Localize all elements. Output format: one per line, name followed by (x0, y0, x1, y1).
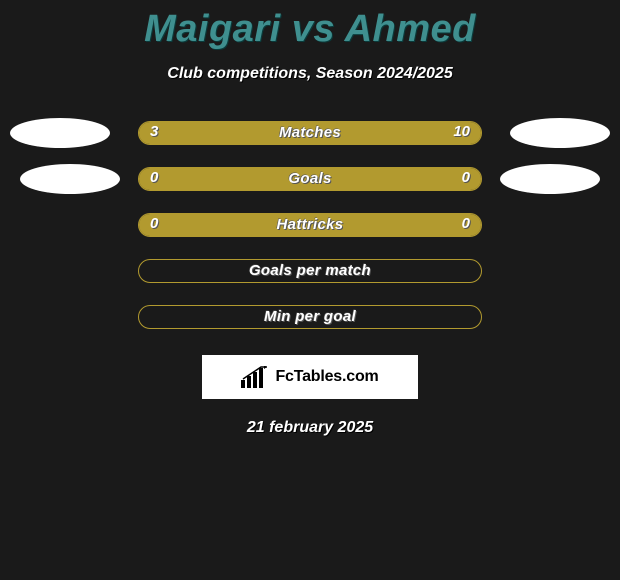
stat-bar: Goals per match (138, 259, 482, 283)
team-badge-right (510, 118, 610, 148)
brand-text: FcTables.com (275, 368, 378, 386)
date-text: 21 february 2025 (0, 419, 620, 437)
team-badge-left (10, 118, 110, 148)
stat-row: Hattricks0 0 (0, 213, 620, 237)
stat-row: Matches3 10 (0, 121, 620, 145)
stat-bar: Goals (138, 167, 482, 191)
stat-value-right: 0 (462, 167, 470, 189)
stat-bar: Min per goal (138, 305, 482, 329)
stat-bar: Matches (138, 121, 482, 145)
stat-row: Goals0 0 (0, 167, 620, 191)
page-title: Maigari vs Ahmed (0, 0, 620, 51)
stat-label: Goals (139, 168, 481, 190)
team-badge-left (20, 164, 120, 194)
stat-label: Goals per match (139, 260, 481, 282)
stat-value-left: 0 (150, 167, 158, 189)
stat-bar: Hattricks (138, 213, 482, 237)
stats-container: Matches310Goals00Hattricks00Goals per ma… (0, 121, 620, 329)
page-subtitle: Club competitions, Season 2024/2025 (0, 65, 620, 83)
stat-value-right: 10 (453, 121, 470, 143)
stat-row: Min per goal (0, 305, 620, 329)
stat-value-right: 0 (462, 213, 470, 235)
team-badge-right (500, 164, 600, 194)
stat-label: Hattricks (139, 214, 481, 236)
stat-label: Matches (139, 122, 481, 144)
brand-card: FcTables.com (202, 355, 418, 399)
stat-label: Min per goal (139, 306, 481, 328)
stat-row: Goals per match (0, 259, 620, 283)
stat-value-left: 0 (150, 213, 158, 235)
bar-chart-icon (241, 366, 269, 388)
stat-value-left: 3 (150, 121, 158, 143)
